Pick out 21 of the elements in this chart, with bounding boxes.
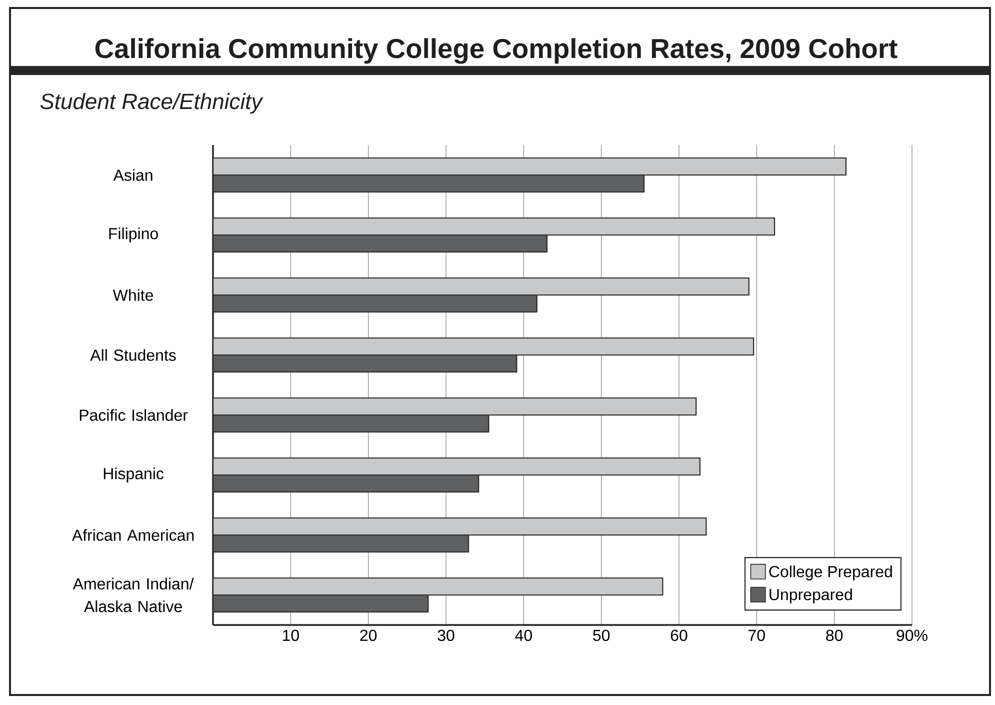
y-tick-label: Asian: [113, 169, 152, 181]
y-tick-label: American Indian/ Alaska Native: [72, 578, 194, 612]
x-tick-label: 70: [748, 630, 765, 642]
x-tick-label: 90%: [896, 630, 928, 642]
x-tick-label: 50: [593, 630, 610, 642]
legend-label: College Prepared: [769, 566, 892, 580]
x-tick-label: 80: [826, 630, 843, 642]
legend-label: Unprepared: [770, 588, 852, 604]
x-tick-label: 30: [438, 630, 454, 642]
y-tick-label: Filipino: [109, 228, 158, 242]
y-tick-label: All Students: [90, 349, 176, 361]
x-tick-label: 20: [360, 630, 377, 642]
x-tick-label: 10: [282, 630, 299, 642]
x-tick-label: 40: [515, 630, 532, 642]
chart-title: California Community College Completion Rates, 2009 Cohort: [95, 38, 898, 64]
x-tick-label: 60: [670, 630, 688, 642]
y-tick-label: Pacific Islander: [80, 409, 188, 421]
y-tick-label: African American: [72, 529, 194, 541]
y-tick-label: White: [112, 289, 154, 301]
y-tick-label: Hispanic: [104, 468, 164, 482]
chart-subtitle: Student Race/Ethnicity: [40, 93, 264, 114]
